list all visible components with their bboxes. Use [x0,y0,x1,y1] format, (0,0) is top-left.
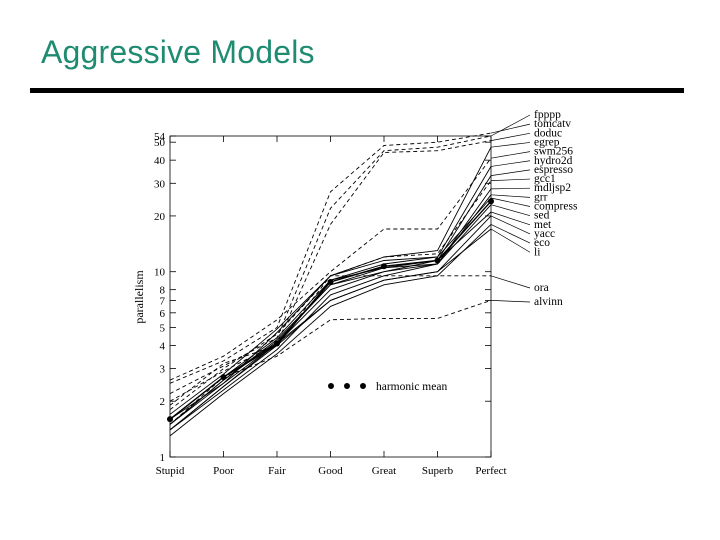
y-tick-label: 10 [154,267,166,279]
x-tick-label: Fair [268,465,286,477]
legend-leader-doduc [490,132,531,141]
series-line-alvinn [169,299,492,425]
y-tick-label: 1 [160,452,166,464]
series-line-tomcatv [169,132,492,384]
harmonic-mean-point [381,263,387,270]
legend-leader-swm256 [490,151,531,159]
legend-label-gcc1: gcc1 [534,173,556,185]
legend-leader-ora [490,275,531,289]
legend-leader-mdljsp2 [490,187,531,190]
y-tick-label: 7 [160,295,166,307]
harmonic-mean-point [167,416,173,423]
harmonic-mean-series [167,198,494,423]
plot-frame-rect [169,135,492,458]
legend-label-espresso: espresso [534,164,573,176]
legend-label-fpppp: fpppp [534,109,561,121]
harmonic-mean-key-label: harmonic mean [376,381,447,393]
legend-label-egrep: egrep [534,136,560,148]
x-tick-label: Perfect [475,465,506,477]
x-tick-label: Superb [422,465,454,477]
y-tick-label: 50 [154,137,166,149]
legend-leader-yacc [490,215,531,235]
legend-leader-eco [490,224,531,244]
harmonic-mean-key-dot [328,383,334,389]
legend-leader-espresso [490,169,531,176]
y-tick-label: 54 [154,131,166,143]
y-tick-label: 5 [160,322,166,334]
legend-label-compress: compress [534,201,578,213]
x-tick-label: Stupid [156,465,185,477]
legend-leader-fpppp [490,114,531,137]
y-tick-label: 30 [154,178,166,190]
legend-leader-egrep [490,142,531,148]
legend-label-hydro2d: hydro2d [534,155,573,167]
legend-label-met: met [534,219,552,231]
series-line-li [169,228,492,431]
y-tick-label: 4 [160,340,166,352]
harmonic-mean-point [327,278,334,285]
legend-label-mdljsp2: mdljsp2 [534,182,571,194]
legend-label-tomcatv: tomcatv [534,118,571,130]
series-line-sed [169,204,492,431]
legend-label-yacc: yacc [534,228,555,240]
legend-label-swm256: swm256 [534,146,573,158]
harmonic-mean-key: harmonic mean [328,381,447,393]
legend-leader-grr [490,194,531,198]
series-line-fpppp [169,135,492,394]
legend-leader-tomcatv [490,123,531,134]
series-legend: fpppptomcatvdoducegrepswm256hydro2despre… [490,109,578,308]
title-rule [30,88,684,93]
y-tick-label: 6 [160,308,166,320]
legend-label-doduc: doduc [534,127,562,139]
plot-frame [169,135,492,458]
y-tick-label: 8 [160,285,166,297]
legend-label-grr: grr [534,191,548,203]
legend-leader-gcc1 [490,178,531,182]
y-tick-label: 3 [160,364,166,376]
legend-leader-sed [490,204,531,216]
series-line-swm256 [169,157,492,381]
y-tick-label: 2 [160,396,166,408]
legend-leader-met [490,211,531,226]
legend-label-sed: sed [534,210,550,222]
harmonic-mean-key-dot [360,383,366,389]
harmonic-mean-point [434,257,441,264]
y-tick-label: 20 [154,211,166,223]
legend-leader-hydro2d [490,160,531,167]
series-line-doduc [169,140,492,402]
legend-leader-li [490,228,531,253]
x-axis: Stupid Poor Fair Good Great Superb Perfect [156,136,507,477]
series-line-ora [169,275,491,406]
harmonic-mean-point [274,340,280,347]
legend-label-li: li [534,246,540,258]
legend-label-alvinn: alvinn [534,296,563,308]
x-tick-label: Poor [213,465,234,477]
y-tick-label: 40 [154,155,166,167]
harmonic-mean-point [488,198,494,205]
legend-leader-compress [490,197,531,207]
legend-label-eco: eco [534,237,550,249]
legend-label-ora: ora [534,282,549,294]
slide-title: Aggressive Models [41,34,315,70]
x-tick-label: Great [372,465,396,477]
harmonic-mean-key-dot [344,383,350,389]
x-tick-label: Good [318,465,343,477]
series-line-eco [169,224,492,437]
harmonic-mean-point [220,374,227,381]
y-axis-label: parallelism [132,270,146,324]
legend-leader-alvinn [490,300,531,303]
